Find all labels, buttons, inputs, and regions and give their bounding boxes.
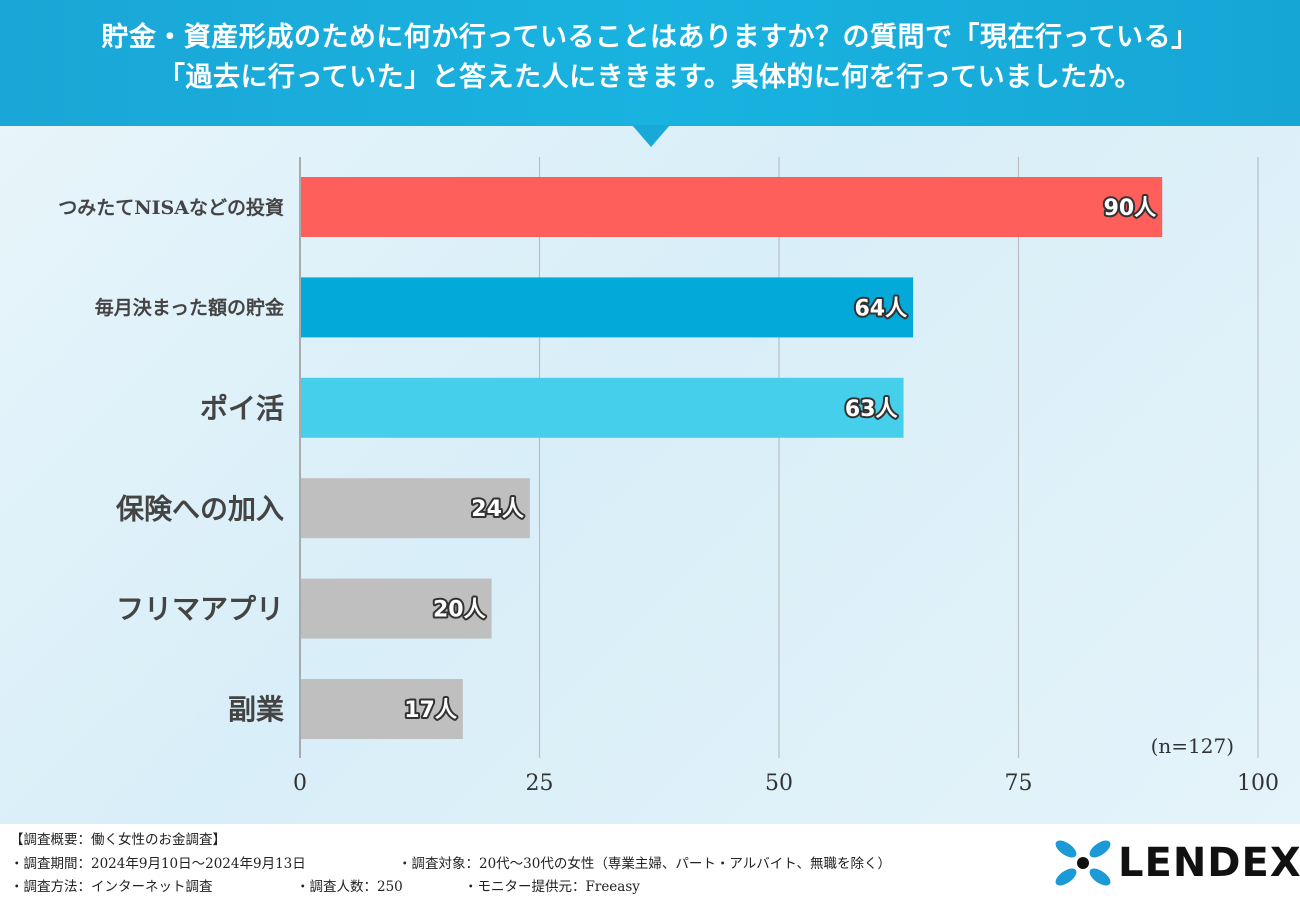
category-label: 保険への加入: [116, 492, 284, 525]
bar-value-label: 63人: [845, 397, 898, 422]
bar-value-label: 17人: [404, 698, 457, 723]
sample-size-note: (n=127): [1151, 734, 1234, 758]
bar: [301, 277, 914, 338]
survey-period: ・調査期間：2024年9月10日〜2024年9月13日: [10, 856, 306, 872]
x-tick-label: 100: [1237, 771, 1279, 796]
survey-target: ・調査対象：20代〜30代の女性（専業主婦、パート・アルバイト、無職を除く）: [398, 856, 891, 872]
lendex-logo-text: LENDEX: [1118, 840, 1300, 886]
survey-provider: ・モニター提供元：Freeasy: [464, 879, 640, 895]
category-label: つみたてNISAなどの投資: [58, 196, 284, 219]
x-tick-label: 25: [526, 771, 554, 796]
x-tick-label: 50: [765, 771, 793, 796]
category-label: 副業: [228, 693, 284, 726]
survey-count: ・調査人数：250: [296, 879, 403, 895]
survey-summary-title: 【調査概要：働く女性のお金調査】: [10, 832, 226, 848]
lendex-logo-icon: [1055, 840, 1111, 886]
x-tick-label: 75: [1005, 771, 1033, 796]
bar: [301, 478, 530, 539]
bar: [301, 578, 492, 639]
survey-method: ・調査方法：インターネット調査: [10, 879, 213, 895]
category-label: 毎月決まった額の貯金: [95, 296, 285, 319]
bar: [301, 679, 463, 739]
lendex-logo: LENDEX: [1052, 838, 1300, 888]
title-banner: 貯金・資産形成のために何か行っていることはありますか？の質問で「現在行っている」…: [0, 0, 1300, 126]
bar-value-label: 64人: [854, 296, 907, 321]
title-line-1: 貯金・資産形成のために何か行っていることはありますか？の質問で「現在行っている」: [101, 22, 1199, 53]
x-tick-label: 0: [293, 771, 307, 796]
bar: [301, 177, 1163, 237]
bar-value-label: 24人: [471, 497, 524, 522]
category-label: ポイ活: [200, 392, 284, 425]
banner-pointer: [632, 125, 670, 147]
category-label: フリマアプリ: [116, 593, 284, 626]
bar-value-label: 90人: [1104, 196, 1157, 221]
bar-value-label: 20人: [433, 598, 486, 623]
bar: [301, 377, 904, 438]
title-line-2: 「過去に行っていた」と答えた人にききます。具体的に何を行っていましたか。: [157, 62, 1143, 93]
